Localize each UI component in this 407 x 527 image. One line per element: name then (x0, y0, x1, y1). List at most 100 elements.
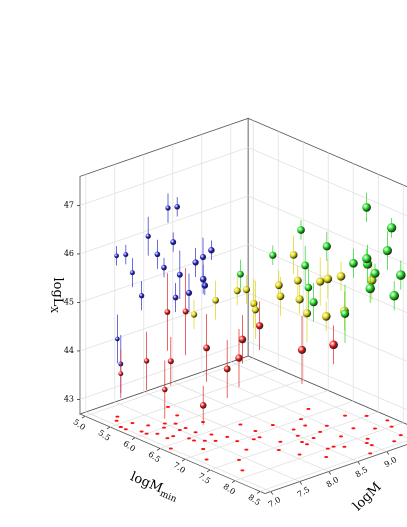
point (297, 226, 305, 234)
point (129, 270, 135, 276)
point (118, 371, 124, 377)
z-axis-label-sub: X (49, 306, 59, 313)
floor-shadow (339, 435, 343, 438)
floor-shadow (300, 441, 304, 444)
floor-shadow (139, 430, 144, 433)
x-tick-label: 5.0 (71, 417, 87, 432)
x-axis-label: logMmin (127, 469, 181, 505)
grid-line (248, 341, 407, 411)
point (154, 251, 161, 258)
floor-shadow (351, 427, 356, 430)
floor-shadow (213, 439, 218, 442)
tick-mark (181, 458, 186, 462)
floor-shadow (303, 424, 308, 427)
y-axis-label: logM (350, 479, 384, 513)
point (276, 292, 285, 301)
tick-mark (270, 491, 274, 495)
point (367, 275, 377, 285)
point (114, 253, 119, 259)
point (143, 358, 150, 364)
floor-shadow (368, 452, 373, 455)
floor-shadow (204, 458, 209, 461)
floor-shadow (162, 426, 166, 429)
point (199, 275, 207, 283)
point (233, 287, 241, 295)
grid-line (143, 391, 329, 472)
tick-mark (156, 448, 161, 451)
x-tick-label: 5.5 (96, 428, 112, 443)
grid-line (248, 147, 407, 217)
tick-mark (81, 415, 86, 419)
tick-mark (206, 469, 211, 473)
tick-mark (328, 471, 332, 475)
x-tick-label: 8.0 (221, 482, 237, 497)
floor-shadow (168, 447, 173, 450)
x-tick-label: 7.5 (196, 471, 212, 486)
grid-line (114, 401, 300, 482)
grid-line (79, 147, 249, 206)
point (289, 250, 298, 259)
point (365, 283, 375, 294)
floor-shadow (162, 422, 167, 425)
point (145, 233, 151, 239)
point (389, 290, 400, 301)
point (321, 311, 331, 321)
grid-line (230, 361, 407, 439)
point (297, 345, 307, 354)
floor-shadow (173, 422, 178, 425)
point (242, 285, 251, 294)
grid-line (259, 440, 407, 492)
floor-shadow (253, 430, 258, 432)
x-tick-label: 8.5 (246, 493, 262, 508)
floor-shadow (193, 431, 198, 434)
floor-shadow (306, 407, 311, 410)
floor-shadow (369, 444, 374, 447)
floor-shadow (238, 423, 243, 426)
floor-shadow (311, 437, 316, 440)
point (203, 344, 211, 352)
floor-shadow (202, 439, 207, 442)
point (293, 276, 302, 285)
floor-shadow (325, 447, 330, 450)
floor-shadow (118, 426, 123, 429)
floor-shadow (123, 428, 128, 431)
floor-shadow (237, 458, 241, 461)
floor-shadow (144, 432, 149, 435)
point (382, 246, 392, 256)
floor-shadow (324, 455, 329, 458)
z-tick-label: 43 (64, 394, 74, 403)
z-tick-label: 47 (64, 200, 74, 209)
point (162, 386, 168, 393)
z-tick-label: 45 (64, 297, 74, 306)
z-tick-label: 46 (64, 249, 74, 258)
point (236, 270, 244, 278)
floor-shadow (373, 427, 377, 430)
floor-shadow (177, 428, 182, 431)
floor-shadow (251, 438, 256, 441)
floor-shadow (225, 435, 230, 438)
point (295, 295, 304, 304)
point (304, 283, 313, 292)
point (167, 358, 174, 365)
floor-shadow (209, 433, 214, 436)
floor-shadow (165, 437, 170, 440)
point (185, 289, 193, 297)
y-tick-label: 7.0 (267, 495, 283, 509)
point (208, 246, 215, 254)
floor-shadow (114, 419, 119, 422)
point (123, 252, 129, 258)
point (370, 268, 380, 278)
point (201, 282, 209, 289)
point (238, 335, 247, 344)
grid-line (109, 368, 279, 428)
floor-shadow (278, 440, 283, 443)
point (192, 259, 199, 266)
floor-shadow (240, 469, 245, 472)
floor-shadow (364, 414, 369, 417)
point (174, 203, 181, 210)
y-tick-label: 7.5 (296, 485, 312, 499)
x-tick-label: 7.0 (171, 460, 187, 475)
x-axis-label-sub: min (158, 489, 178, 505)
point (172, 294, 179, 301)
